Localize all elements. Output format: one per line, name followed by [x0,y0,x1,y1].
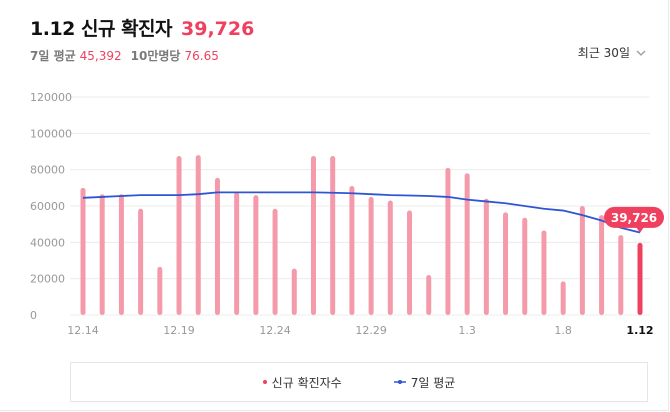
bar [234,192,240,315]
value-tooltip-bubble [604,206,664,228]
bar [176,156,182,315]
bar [637,242,643,315]
bar [80,187,86,315]
summary-row: 7일 평균 45,392 10만명당 76.65 [30,47,254,64]
avg-line [82,191,641,234]
bar [99,194,105,315]
bar [599,215,605,315]
bar-line-chart: 0 20000 40000 60000 80000 100000 120000 12.14 12… [30,91,664,337]
legend-label-cases: 신규 확진자수 [271,375,342,390]
per-100k-label: 10만명당 [130,49,181,63]
legend-label-avg: 7일 평균 [410,375,456,390]
bar [118,194,124,315]
y-tick-label: 100000 [30,127,72,140]
avg-label: 7일 평균 [30,49,76,63]
bar [349,186,355,315]
bar [483,198,489,315]
y-tick-label: 20000 [30,273,65,286]
title-row: 1.12 신규 확진자 39,726 [30,14,254,41]
y-tick-label: 40000 [30,236,65,249]
y-tick-label: 0 [30,309,37,322]
bar [368,196,374,315]
avg-value: 45,392 [79,49,122,63]
y-tick-label: 60000 [30,200,65,213]
x-tick-label: 1.12 [626,324,653,337]
bar [387,200,393,315]
bar [291,268,297,315]
bar [407,210,413,315]
bar [445,167,451,315]
range-select-label: 최근 30일 [577,46,630,60]
x-tick-label: 1.3 [458,324,476,337]
chart-header: 1.12 신규 확진자 39,726 7일 평균 45,392 10만명당 76… [30,14,254,64]
chevron-down-icon [636,50,646,56]
legend-item-cases[interactable]: 신규 확진자수 [262,374,342,391]
bar [426,275,432,315]
bar [579,206,585,315]
bar [214,177,220,315]
bar [522,217,528,315]
bar [138,208,144,315]
per-100k-value: 76.65 [184,49,219,63]
bar [541,230,547,315]
bar [310,156,316,315]
bar [560,281,566,315]
bar [503,212,509,315]
legend-dot-icon [262,380,267,384]
bar [272,208,278,315]
x-tick-label: 12.24 [259,324,291,337]
bar [330,156,336,315]
y-tick-label: 80000 [30,164,65,177]
bar [253,195,259,315]
chart-title: 1.12 신규 확진자 [30,18,173,40]
y-tick-label: 120000 [30,91,72,104]
today-cases-value: 39,726 [181,18,255,40]
bar [157,266,163,315]
x-tick-label: 12.19 [163,324,195,337]
bar [195,155,201,315]
legend-item-avg[interactable]: 7일 평균 [393,374,456,391]
bar [618,235,624,315]
x-tick-label: 12.29 [355,324,387,337]
x-tick-label: 12.14 [67,324,99,337]
legend: 신규 확진자수 7일 평균 [70,362,648,402]
bar [464,173,470,315]
value-tooltip-pointer [636,226,644,233]
legend-line-icon [393,380,406,384]
x-tick-label: 1.8 [554,324,572,337]
value-tooltip-label: 39,726 [611,211,657,225]
range-select[interactable]: 최근 30일 [578,44,646,61]
